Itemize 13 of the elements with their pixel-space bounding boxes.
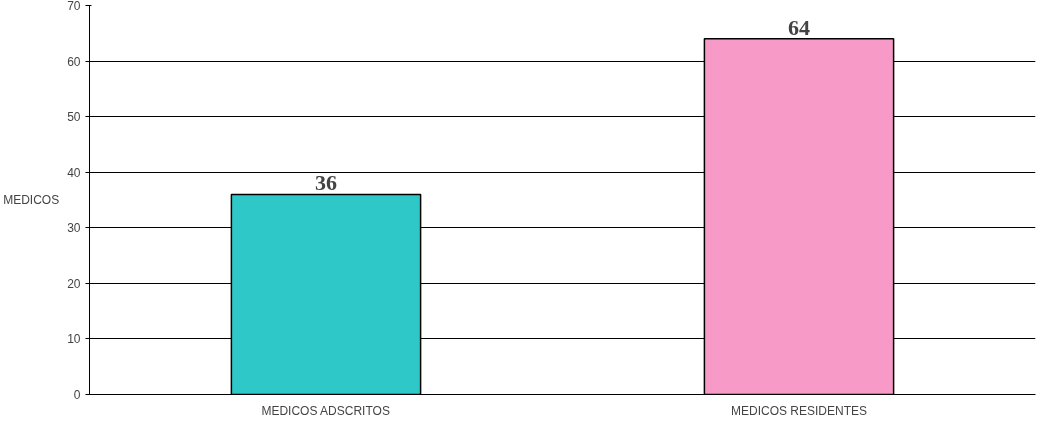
data-label: 36 (315, 170, 337, 196)
x-tick-label: MEDICOS RESIDENTES (730, 403, 868, 418)
y-tick-label: 70 (67, 0, 81, 13)
data-label: 64 (788, 14, 810, 40)
y-tick-label: 50 (67, 110, 81, 125)
y-tick-label: 40 (67, 165, 81, 180)
y-tick-label: 0 (73, 388, 81, 402)
y-tick-label: 30 (67, 221, 81, 236)
y-tick-label: 20 (67, 276, 81, 291)
y-axis-title: MEDICOS (3, 193, 60, 207)
y-tick-label: 60 (67, 54, 81, 69)
y-tick-label: 10 (67, 332, 81, 347)
x-tick-label: MEDICOS ADSCRITOS (261, 403, 390, 418)
